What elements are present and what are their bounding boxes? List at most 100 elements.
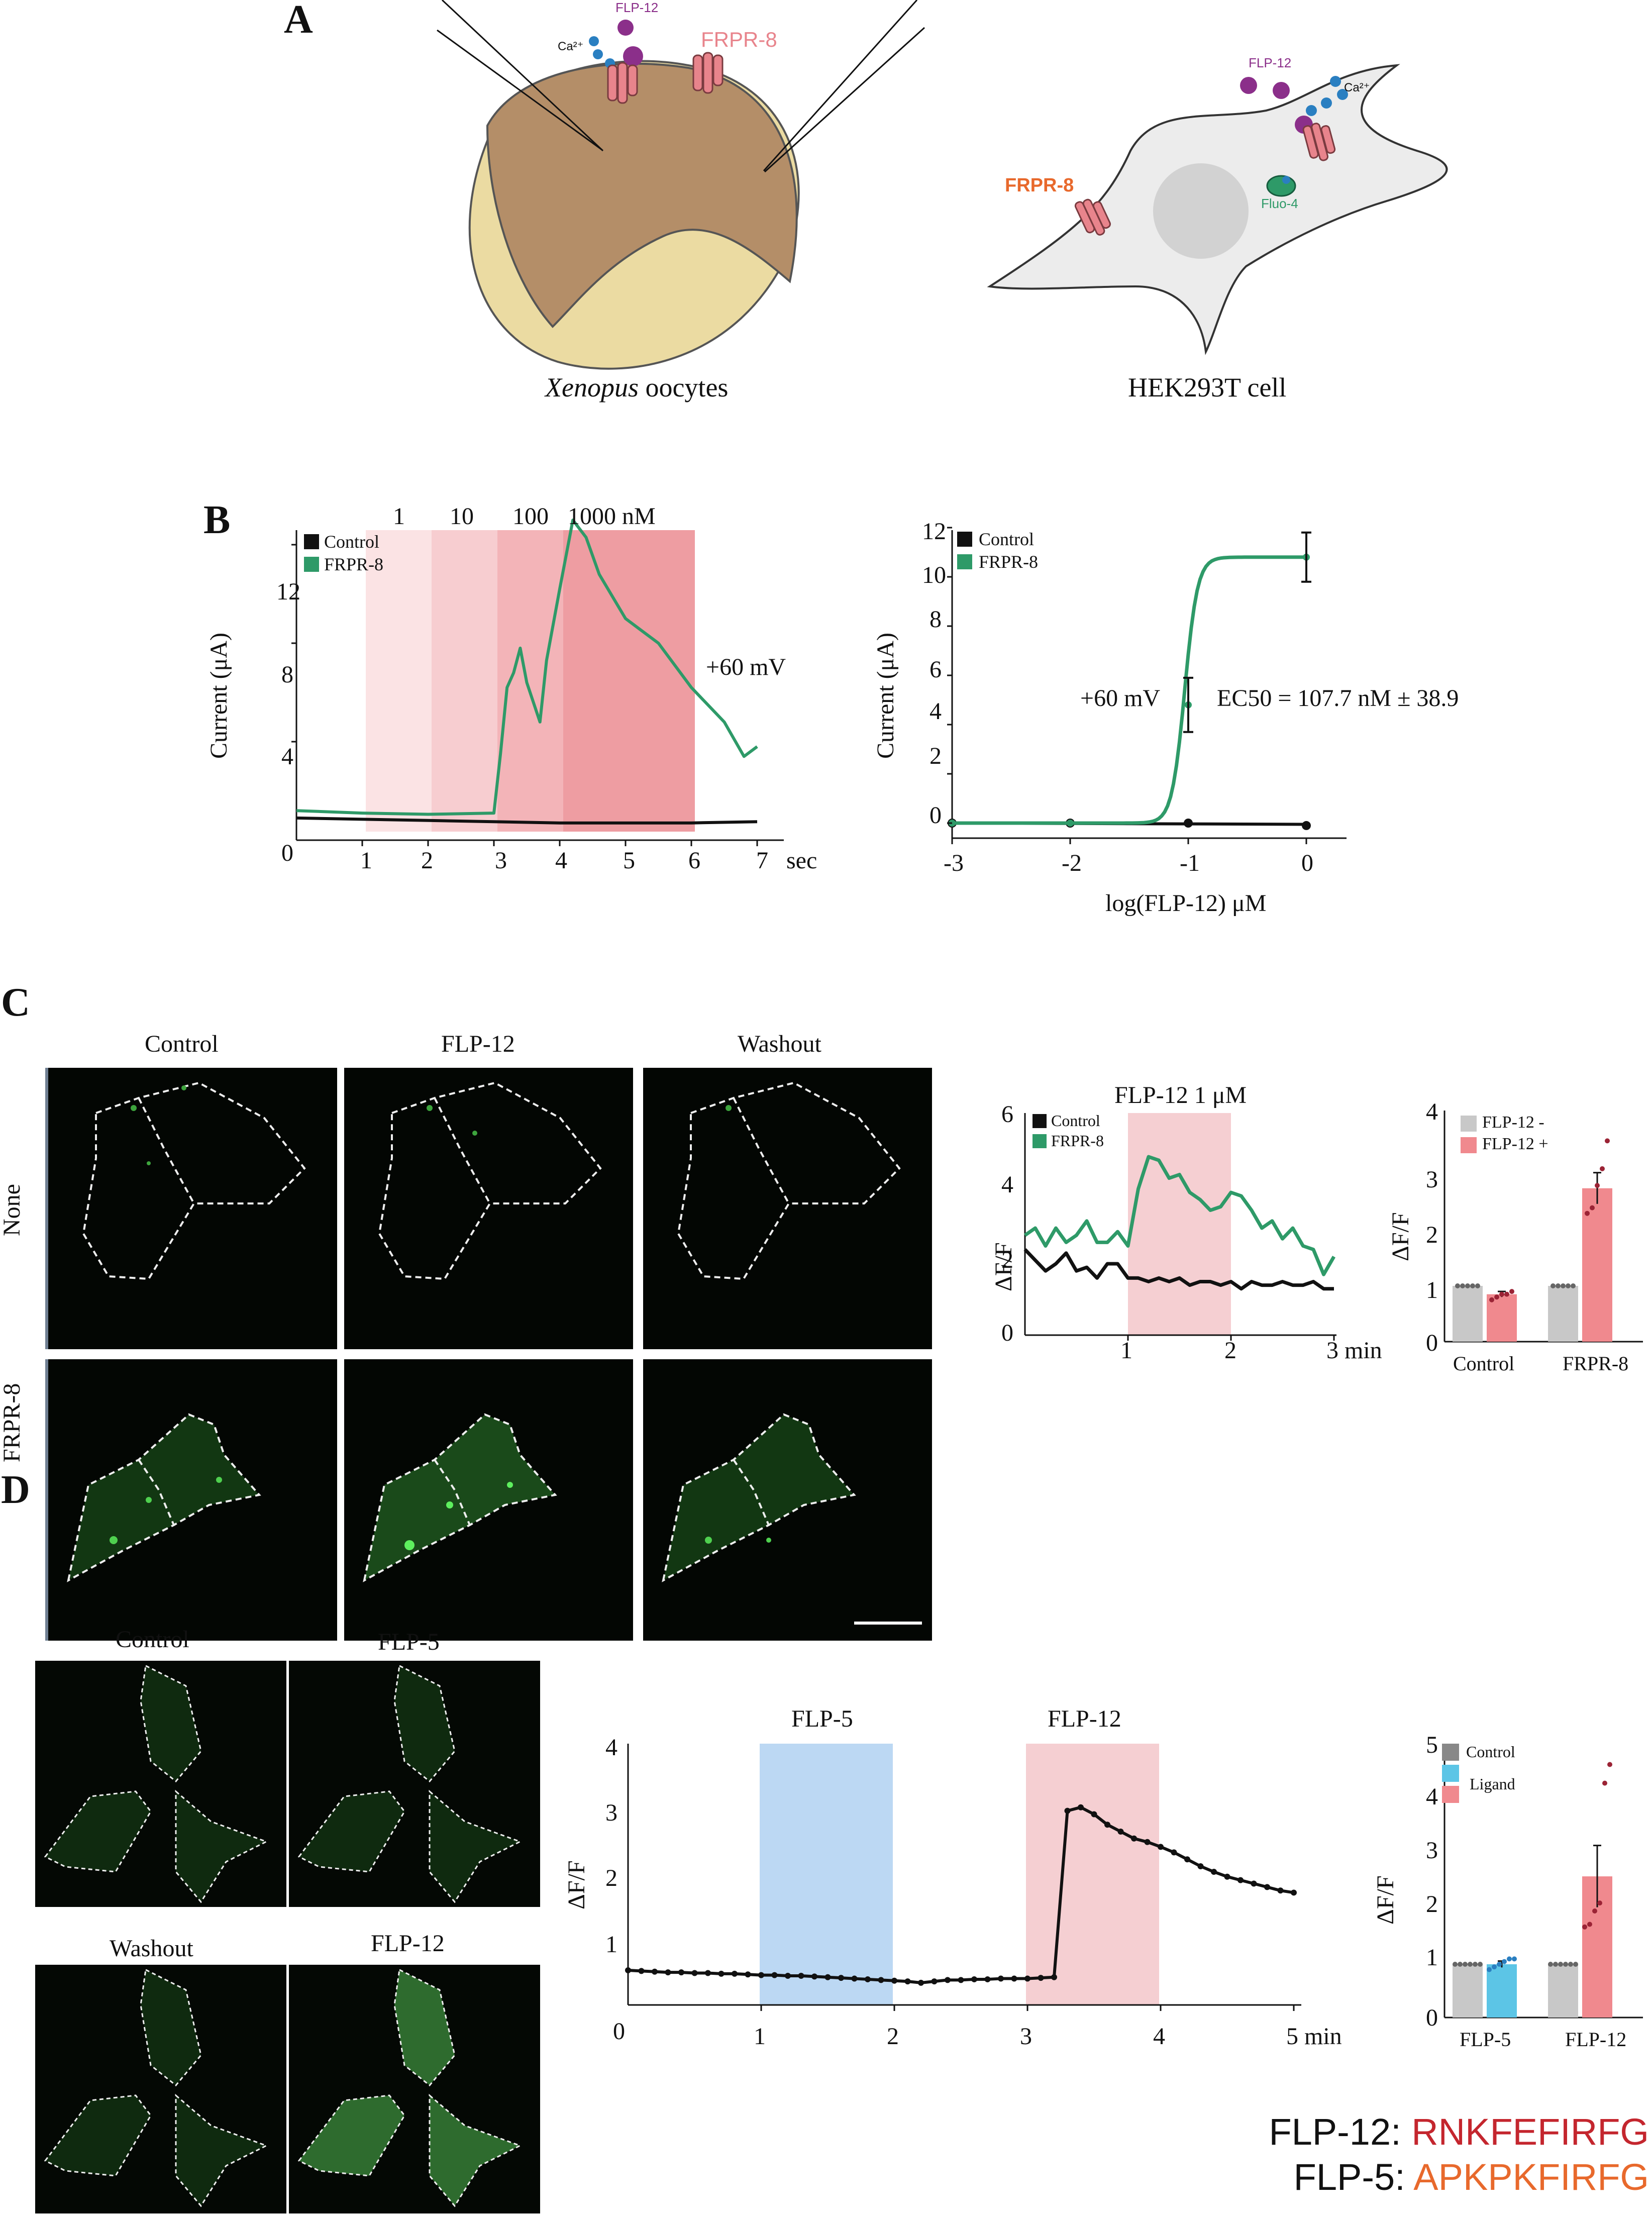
d-trace-ylabel: ΔF/F (563, 1860, 590, 1909)
bar-control-flp-5 (1453, 1964, 1483, 2018)
data-point (1595, 1183, 1600, 1188)
series-trace-line-point (1211, 1869, 1217, 1875)
data-point (1455, 1283, 1460, 1288)
data-point (1475, 1283, 1480, 1288)
data-point (1458, 1962, 1463, 1967)
series-trace-line-point (1011, 1975, 1017, 1982)
c-bar-legend-label-plus: FLP-12 + (1482, 1135, 1548, 1153)
c-row-label-none: None (0, 1184, 25, 1236)
data-point (1561, 1283, 1566, 1288)
series-trace-line-point (638, 1968, 645, 1974)
series-trace-line-point (891, 1977, 897, 1984)
xtick-0: 0 (281, 840, 293, 866)
b2-ytick-12: 12 (922, 518, 946, 545)
b2-voltage-label: +60 mV (1080, 685, 1161, 712)
xtick-3: 3 (495, 847, 507, 874)
series-trace-line-point (678, 1969, 684, 1976)
c-bar-ytick-1: 1 (1426, 1277, 1438, 1303)
data-point (1551, 1283, 1556, 1288)
data-point (1460, 1283, 1465, 1288)
series-trace-line-point (1264, 1884, 1270, 1890)
c-bar-category-control: Control (1453, 1352, 1515, 1375)
series-trace-line-point (958, 1977, 964, 1983)
c-bar-legend-swatch-plus (1461, 1137, 1477, 1153)
d-bar-ytick-0: 0 (1426, 2004, 1438, 2031)
panel-label-b: B (203, 498, 231, 542)
flp12-ligand-icon (617, 20, 634, 36)
series-trace-line-point (745, 1971, 751, 1978)
series-trace-line-point (865, 1976, 871, 1982)
series-trace-line-point (838, 1975, 844, 1981)
data-point (1556, 1283, 1561, 1288)
d-image-flp5 (289, 1661, 540, 1907)
data-point (1509, 1289, 1514, 1294)
b2-legend-label-control: Control (979, 529, 1035, 549)
data-point (1499, 1291, 1504, 1297)
series-control-point (1184, 819, 1193, 828)
series-trace-line-point (851, 1975, 858, 1982)
c-bar-legend-swatch-minus (1461, 1116, 1477, 1132)
d-bar-ytick-4: 4 (1426, 1783, 1438, 1810)
c-trace-xtick-1: 1 (1120, 1337, 1132, 1364)
series-trace-line-point (998, 1975, 1004, 1982)
y-axis-label: Current (μA) (205, 633, 232, 759)
b2-legend-swatch-control (957, 532, 972, 547)
d-trace-ytick-2: 2 (605, 1865, 617, 1891)
c-legend-label-control: Control (1051, 1112, 1100, 1130)
series-trace-line-point (758, 1972, 764, 1978)
series-trace-line-point (1104, 1822, 1110, 1828)
data-point (1563, 1962, 1568, 1967)
series-frpr8-point (1067, 820, 1074, 827)
b2-y-axis-label: Current (μA) (872, 633, 899, 759)
c-image-none-flp12 (344, 1068, 633, 1349)
d-bar-legend-label-ligand: Ligand (1470, 1775, 1515, 1793)
series-trace-line-point (705, 1970, 711, 1976)
data-point (1494, 1294, 1499, 1300)
xtick-7: 7 (756, 847, 768, 874)
conc-shade-1 (366, 530, 432, 832)
data-point (1487, 1967, 1492, 1972)
b2-ytick-0: 0 (930, 802, 942, 829)
b2-xtick-neg3: -3 (944, 850, 964, 876)
data-point (1470, 1283, 1475, 1288)
xtick-1: 1 (360, 847, 372, 874)
b2-legend-label-frpr8: FRPR-8 (979, 552, 1039, 572)
conc-label-100: 100 (512, 503, 549, 530)
series-trace-line-point (1064, 1807, 1071, 1814)
c-trace-xtick-3: 3 min (1326, 1337, 1382, 1364)
d-image-control (35, 1661, 286, 1907)
c-legend-label-frpr8: FRPR-8 (1051, 1132, 1104, 1150)
d-trace-xtick-4: 4 (1153, 2023, 1165, 2050)
series-trace-line-point (1144, 1839, 1151, 1845)
series-trace-line-point (1251, 1880, 1257, 1887)
d-shade-label-flp12: FLP-12 (1048, 1705, 1121, 1732)
series-trace-line-point (1078, 1804, 1084, 1810)
d-trace-ytick-4: 4 (605, 1734, 617, 1761)
series-control-point (1302, 821, 1311, 830)
data-point (1465, 1283, 1470, 1288)
data-point (1504, 1291, 1509, 1297)
series-trace-line-point (732, 1970, 738, 1977)
d-trace-ytick-1: 1 (605, 1931, 617, 1958)
b2-ec50-label: EC50 = 107.7 nM ± 38.9 (1217, 685, 1459, 712)
series-control-line (296, 816, 758, 825)
b2-ytick-10: 10 (922, 562, 946, 588)
d-bar-ylabel: ΔF/F (1372, 1875, 1399, 1925)
b2-xtick-neg2: -2 (1062, 850, 1082, 876)
series-trace-line-point (1224, 1873, 1230, 1880)
data-point (1585, 1211, 1590, 1216)
panel-label-a: A (284, 0, 313, 42)
conc-label-1000: 1000 nM (568, 503, 656, 530)
legend-swatch-control (304, 534, 319, 549)
series-trace-line-point (1158, 1844, 1164, 1850)
oocyte-animal-pole (486, 62, 798, 328)
ytick-12: 12 (276, 578, 300, 605)
d-image-washout (35, 1965, 286, 2213)
c-bar-legend-label-minus: FLP-12 - (1482, 1113, 1544, 1132)
panel-label-c: C (1, 980, 30, 1025)
data-point (1463, 1962, 1468, 1967)
conc-shade-10 (432, 530, 497, 832)
series-trace-line-point (785, 1973, 791, 1979)
c-trace-ytick-0: 0 (1001, 1320, 1013, 1346)
data-point (1502, 1959, 1507, 1964)
